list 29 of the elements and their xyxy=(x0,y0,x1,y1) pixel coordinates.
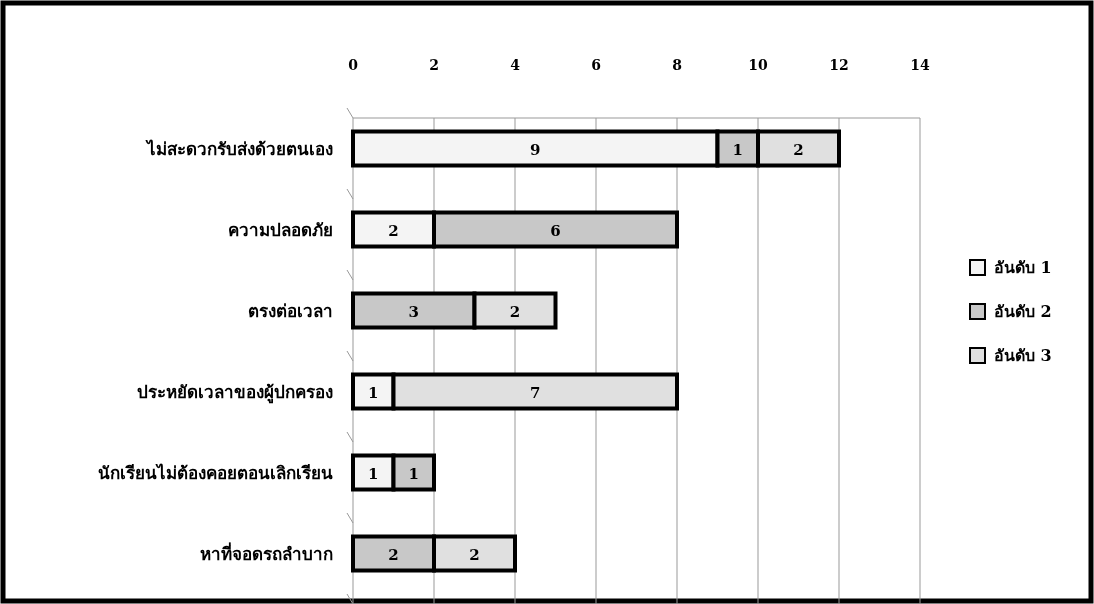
y-tick-label: หาที่จอดรถลำบาก xyxy=(200,541,333,564)
x-tick-label: 14 xyxy=(910,57,930,73)
x-tick-label: 6 xyxy=(591,57,601,73)
data-label: 7 xyxy=(530,383,541,402)
data-label: 2 xyxy=(388,221,399,240)
y-tick-label: ประหยัดเวลาของผู้ปกครอง xyxy=(137,381,333,404)
y-tick-label: ตรงต่อเวลา xyxy=(248,300,333,321)
data-label: 2 xyxy=(388,545,399,564)
x-tick-label: 2 xyxy=(429,57,439,73)
x-tick-label: 8 xyxy=(672,57,682,73)
legend-label: อันดับ 3 xyxy=(994,346,1052,365)
x-tick-label: 12 xyxy=(829,57,849,73)
data-label: 2 xyxy=(509,302,521,321)
data-label: 6 xyxy=(550,221,561,240)
data-label: 2 xyxy=(793,140,804,159)
y-tick-label: ไม่สะดวกรับส่งด้วยตนเอง xyxy=(145,138,333,159)
data-label: 1 xyxy=(408,464,419,483)
data-label: 9 xyxy=(530,140,541,159)
y-tick-label: ความปลอดภัย xyxy=(228,219,333,240)
x-tick-label: 4 xyxy=(510,57,521,73)
data-label: 3 xyxy=(408,302,419,321)
data-label: 1 xyxy=(368,383,379,402)
data-label: 1 xyxy=(368,464,379,483)
x-tick-label: 10 xyxy=(748,57,768,73)
legend-label: อันดับ 2 xyxy=(994,302,1052,321)
y-tick-label: นักเรียนไม่ต้องคอยตอนเลิกเรียน xyxy=(98,462,333,483)
x-tick-label: 0 xyxy=(348,57,359,73)
data-label: 1 xyxy=(732,140,743,159)
data-label: 2 xyxy=(469,545,480,564)
